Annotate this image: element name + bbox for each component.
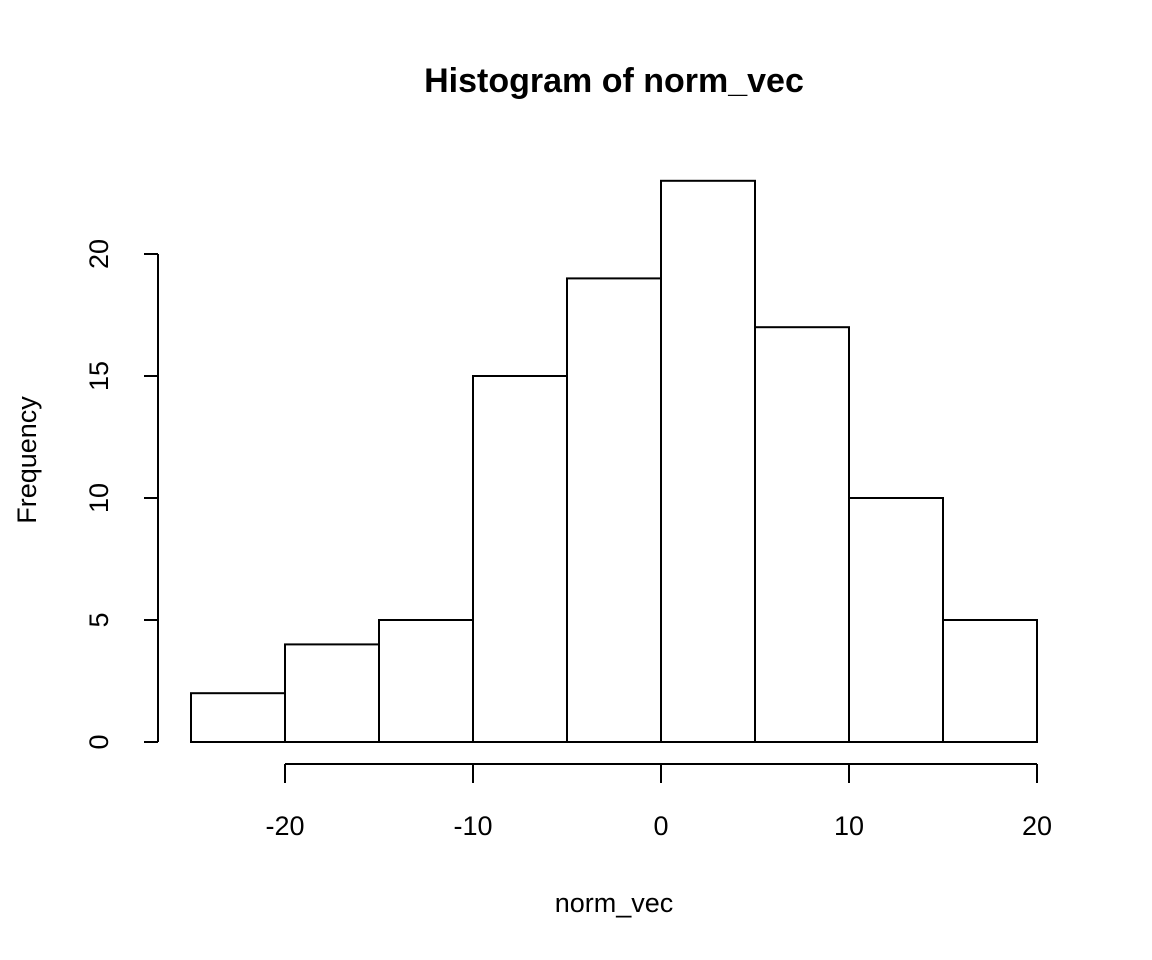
histogram-bar xyxy=(472,375,568,743)
y-tick-label: 15 xyxy=(84,361,114,391)
x-tick-label: 0 xyxy=(653,811,668,841)
histogram-bar xyxy=(190,692,286,744)
y-tick-label: 20 xyxy=(84,239,114,269)
chart-title: Histogram of norm_vec xyxy=(424,62,804,100)
histogram-bar xyxy=(942,619,1038,743)
y-tick-label: 10 xyxy=(84,483,114,513)
x-axis: -20 -10 0 10 20 xyxy=(265,763,1052,841)
x-axis-label: norm_vec xyxy=(555,888,674,918)
histogram-bar xyxy=(284,643,380,744)
x-tick-label: -20 xyxy=(265,811,304,841)
y-axis-label: Frequency xyxy=(12,396,42,524)
histogram-bar xyxy=(378,619,474,743)
x-tick-label: 20 xyxy=(1022,811,1052,841)
y-tick-label: 5 xyxy=(84,612,114,627)
histogram-bar xyxy=(660,179,756,744)
histogram-bar xyxy=(848,497,944,743)
histogram-bar xyxy=(566,277,662,743)
y-axis: 0 5 10 15 20 xyxy=(84,239,159,750)
x-tick-label: -10 xyxy=(453,811,492,841)
histogram-bar xyxy=(754,326,850,743)
bars-group xyxy=(190,179,1038,744)
x-tick-label: 10 xyxy=(834,811,864,841)
y-tick-label: 0 xyxy=(84,734,114,749)
